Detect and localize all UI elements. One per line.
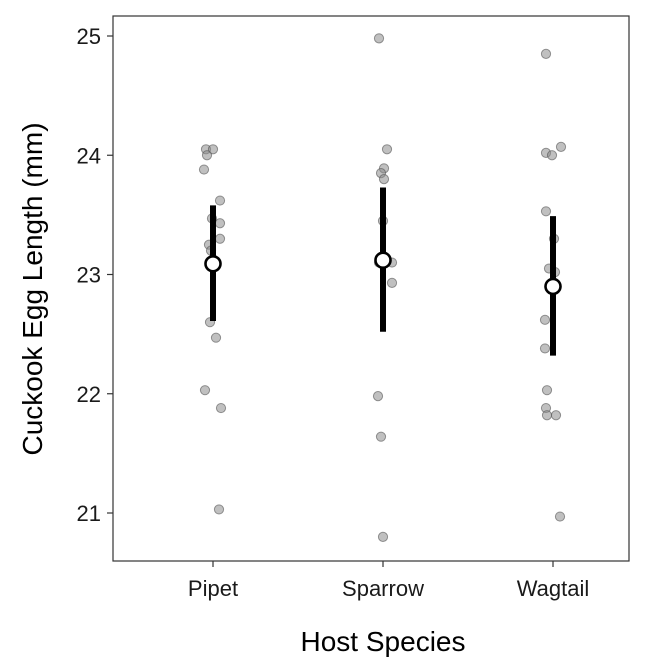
plot-panel — [112, 15, 630, 562]
summary-layer — [204, 187, 562, 356]
data-point — [207, 144, 219, 155]
data-point — [539, 343, 551, 354]
data-point — [198, 164, 210, 175]
data-point — [214, 195, 226, 206]
data-point — [539, 314, 551, 325]
data-point — [375, 431, 387, 442]
data-point — [550, 410, 562, 421]
y-tick-label: 25 — [77, 24, 101, 49]
data-point — [540, 206, 552, 217]
data-point — [210, 332, 222, 343]
data-point — [377, 531, 389, 542]
y-tick-label: 22 — [77, 382, 101, 407]
data-point — [213, 504, 225, 515]
data-point — [541, 410, 553, 421]
data-point — [199, 385, 211, 396]
mean-marker-pipet — [204, 254, 222, 273]
data-point — [541, 385, 553, 396]
data-point — [555, 141, 567, 153]
y-tick-label: 24 — [77, 143, 101, 168]
y-axis-title: Cuckook Egg Length (mm) — [17, 122, 48, 455]
x-tick-label-sparrow: Sparrow — [342, 576, 424, 601]
data-point — [381, 144, 393, 155]
data-point — [386, 277, 398, 288]
data-point — [372, 391, 384, 402]
data-point — [214, 233, 226, 244]
mean-marker-wagtail — [544, 277, 562, 296]
data-point — [546, 150, 558, 161]
data-point — [214, 218, 226, 229]
data-point — [215, 402, 227, 414]
x-tick-label-pipet: Pipet — [188, 576, 238, 601]
y-axis: 21 22 23 24 25 — [77, 24, 113, 526]
x-tick-label-wagtail: Wagtail — [517, 576, 590, 601]
y-tick-label: 23 — [77, 263, 101, 288]
data-point — [373, 33, 385, 44]
data-point — [201, 150, 213, 161]
y-tick-label: 21 — [77, 501, 101, 526]
mean-marker-sparrow — [374, 251, 392, 269]
x-axis-title: Host Species — [301, 626, 466, 657]
x-axis: Pipet Sparrow Wagtail — [188, 561, 589, 601]
data-point — [554, 511, 566, 522]
data-point — [378, 174, 390, 185]
data-point — [540, 48, 552, 59]
